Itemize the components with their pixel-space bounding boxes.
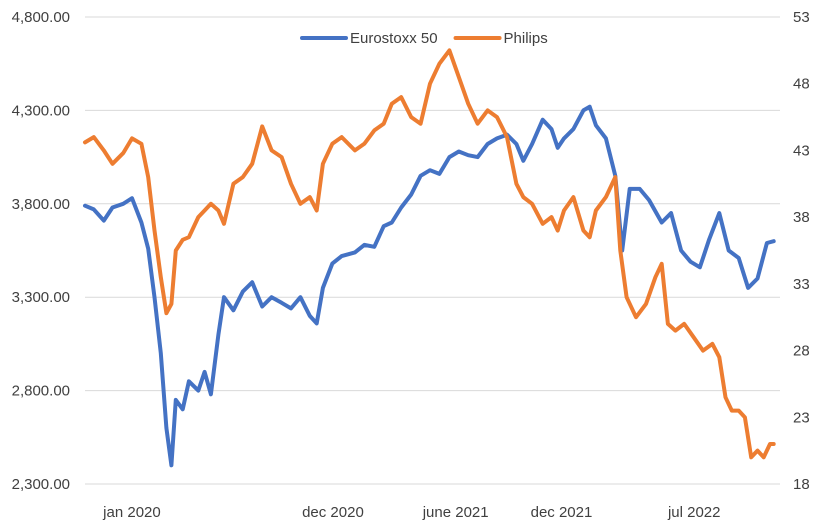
left-axis-tick-labels: 2,300.00 2,800.00 3,300.00 3,800.00 4,300.00…: [12, 9, 70, 493]
left-tick-label: 4,300.00: [12, 102, 70, 119]
right-tick-label: 38: [793, 209, 810, 226]
series-line-philips: [83, 48, 776, 460]
right-tick-label: 53: [793, 9, 810, 26]
legend-label-philips: Philips: [504, 30, 548, 47]
x-tick-label: dec 2020: [302, 504, 364, 521]
legend: Eurostoxx 50 Philips: [300, 30, 548, 47]
x-axis-tick-labels: jan 2020 dec 2020 june 2021 dec 2021 jul 202…: [102, 504, 720, 521]
right-tick-label: 43: [793, 142, 810, 159]
series-line-eurostoxx-50: [83, 104, 776, 468]
series-lines: [83, 48, 776, 468]
right-tick-label: 48: [793, 76, 810, 93]
x-tick-label: dec 2021: [531, 504, 593, 521]
legend-label-eurostoxx-50: Eurostoxx 50: [350, 30, 438, 47]
right-axis-tick-labels: 18 23 28 33 38 43 48 53: [793, 9, 810, 493]
left-tick-label: 3,300.00: [12, 289, 70, 306]
left-tick-label: 3,800.00: [12, 196, 70, 213]
left-tick-label: 2,300.00: [12, 476, 70, 493]
right-tick-label: 23: [793, 409, 810, 426]
left-tick-label: 4,800.00: [12, 9, 70, 26]
x-tick-label: jul 2022: [667, 504, 721, 521]
right-tick-label: 18: [793, 476, 810, 493]
x-tick-label: june 2021: [422, 504, 489, 521]
gridlines: [85, 16, 780, 485]
right-tick-label: 28: [793, 343, 810, 360]
right-tick-label: 33: [793, 276, 810, 293]
x-tick-label: jan 2020: [102, 504, 161, 521]
left-tick-label: 2,800.00: [12, 383, 70, 400]
